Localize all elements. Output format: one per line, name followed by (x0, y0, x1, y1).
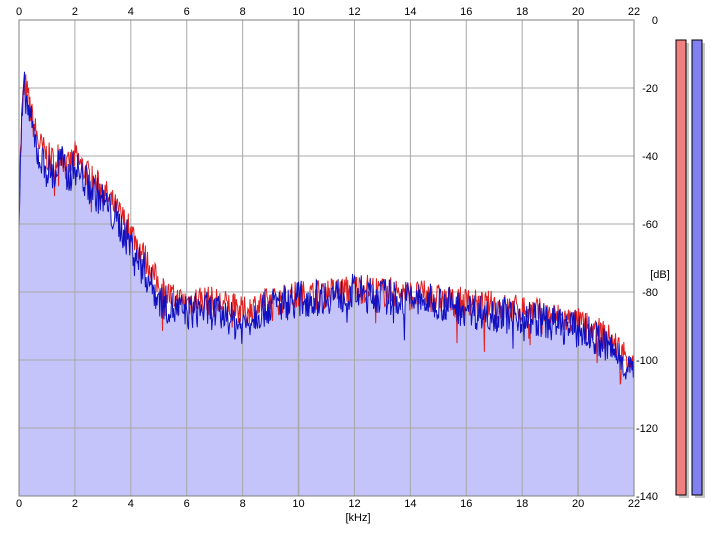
x-tick-label-top: 20 (572, 6, 584, 18)
x-tick-label-bottom: 16 (460, 498, 472, 510)
x-tick-label-bottom: 20 (572, 498, 584, 510)
y-tick-label: -40 (642, 151, 658, 163)
x-tick-label-top: 6 (184, 6, 190, 18)
y-tick-label: -80 (642, 287, 658, 299)
x-tick-label-top: 8 (240, 6, 246, 18)
x-tick-label-bottom: 8 (240, 498, 246, 510)
x-tick-label-bottom: 18 (516, 498, 528, 510)
x-tick-label-bottom: 12 (348, 498, 360, 510)
x-tick-label-top: 2 (72, 6, 78, 18)
x-tick-label-top: 4 (128, 6, 134, 18)
x-tick-label-top: 16 (460, 6, 472, 18)
x-tick-label-bottom: 2 (72, 498, 78, 510)
peak-meter-left (675, 39, 687, 496)
spectrum-fill-area (19, 76, 634, 496)
x-tick-label-top: 10 (292, 6, 304, 18)
plot-frame (18, 19, 635, 497)
y-tick-label: -60 (642, 219, 658, 231)
x-tick-label-bottom: 0 (16, 498, 22, 510)
x-tick-label-top: 18 (516, 6, 528, 18)
peak-meters (675, 39, 705, 498)
x-tick-label-bottom: 10 (292, 498, 304, 510)
y-tick-label: -120 (636, 423, 658, 435)
x-tick-label-bottom: 4 (128, 498, 134, 510)
y-axis-label: [dB] (650, 269, 670, 281)
x-axis-label: [kHz] (345, 512, 370, 524)
y-tick-label: -100 (636, 355, 658, 367)
tick-labels: 002244668810101212141416161818202022220-… (16, 6, 658, 510)
x-tick-label-bottom: 6 (184, 498, 190, 510)
x-tick-label-bottom: 22 (628, 498, 640, 510)
peak-meter-right (691, 39, 703, 496)
series-line-blue (18, 71, 635, 380)
x-tick-label-top: 12 (348, 6, 360, 18)
x-tick-label-top: 14 (404, 6, 416, 18)
x-tick-label-top: 22 (628, 6, 640, 18)
x-tick-label-bottom: 14 (404, 498, 416, 510)
y-tick-label: -20 (642, 83, 658, 95)
x-tick-label-top: 0 (16, 6, 22, 18)
y-tick-label: 0 (652, 15, 658, 27)
y-tick-label: -140 (636, 491, 658, 503)
